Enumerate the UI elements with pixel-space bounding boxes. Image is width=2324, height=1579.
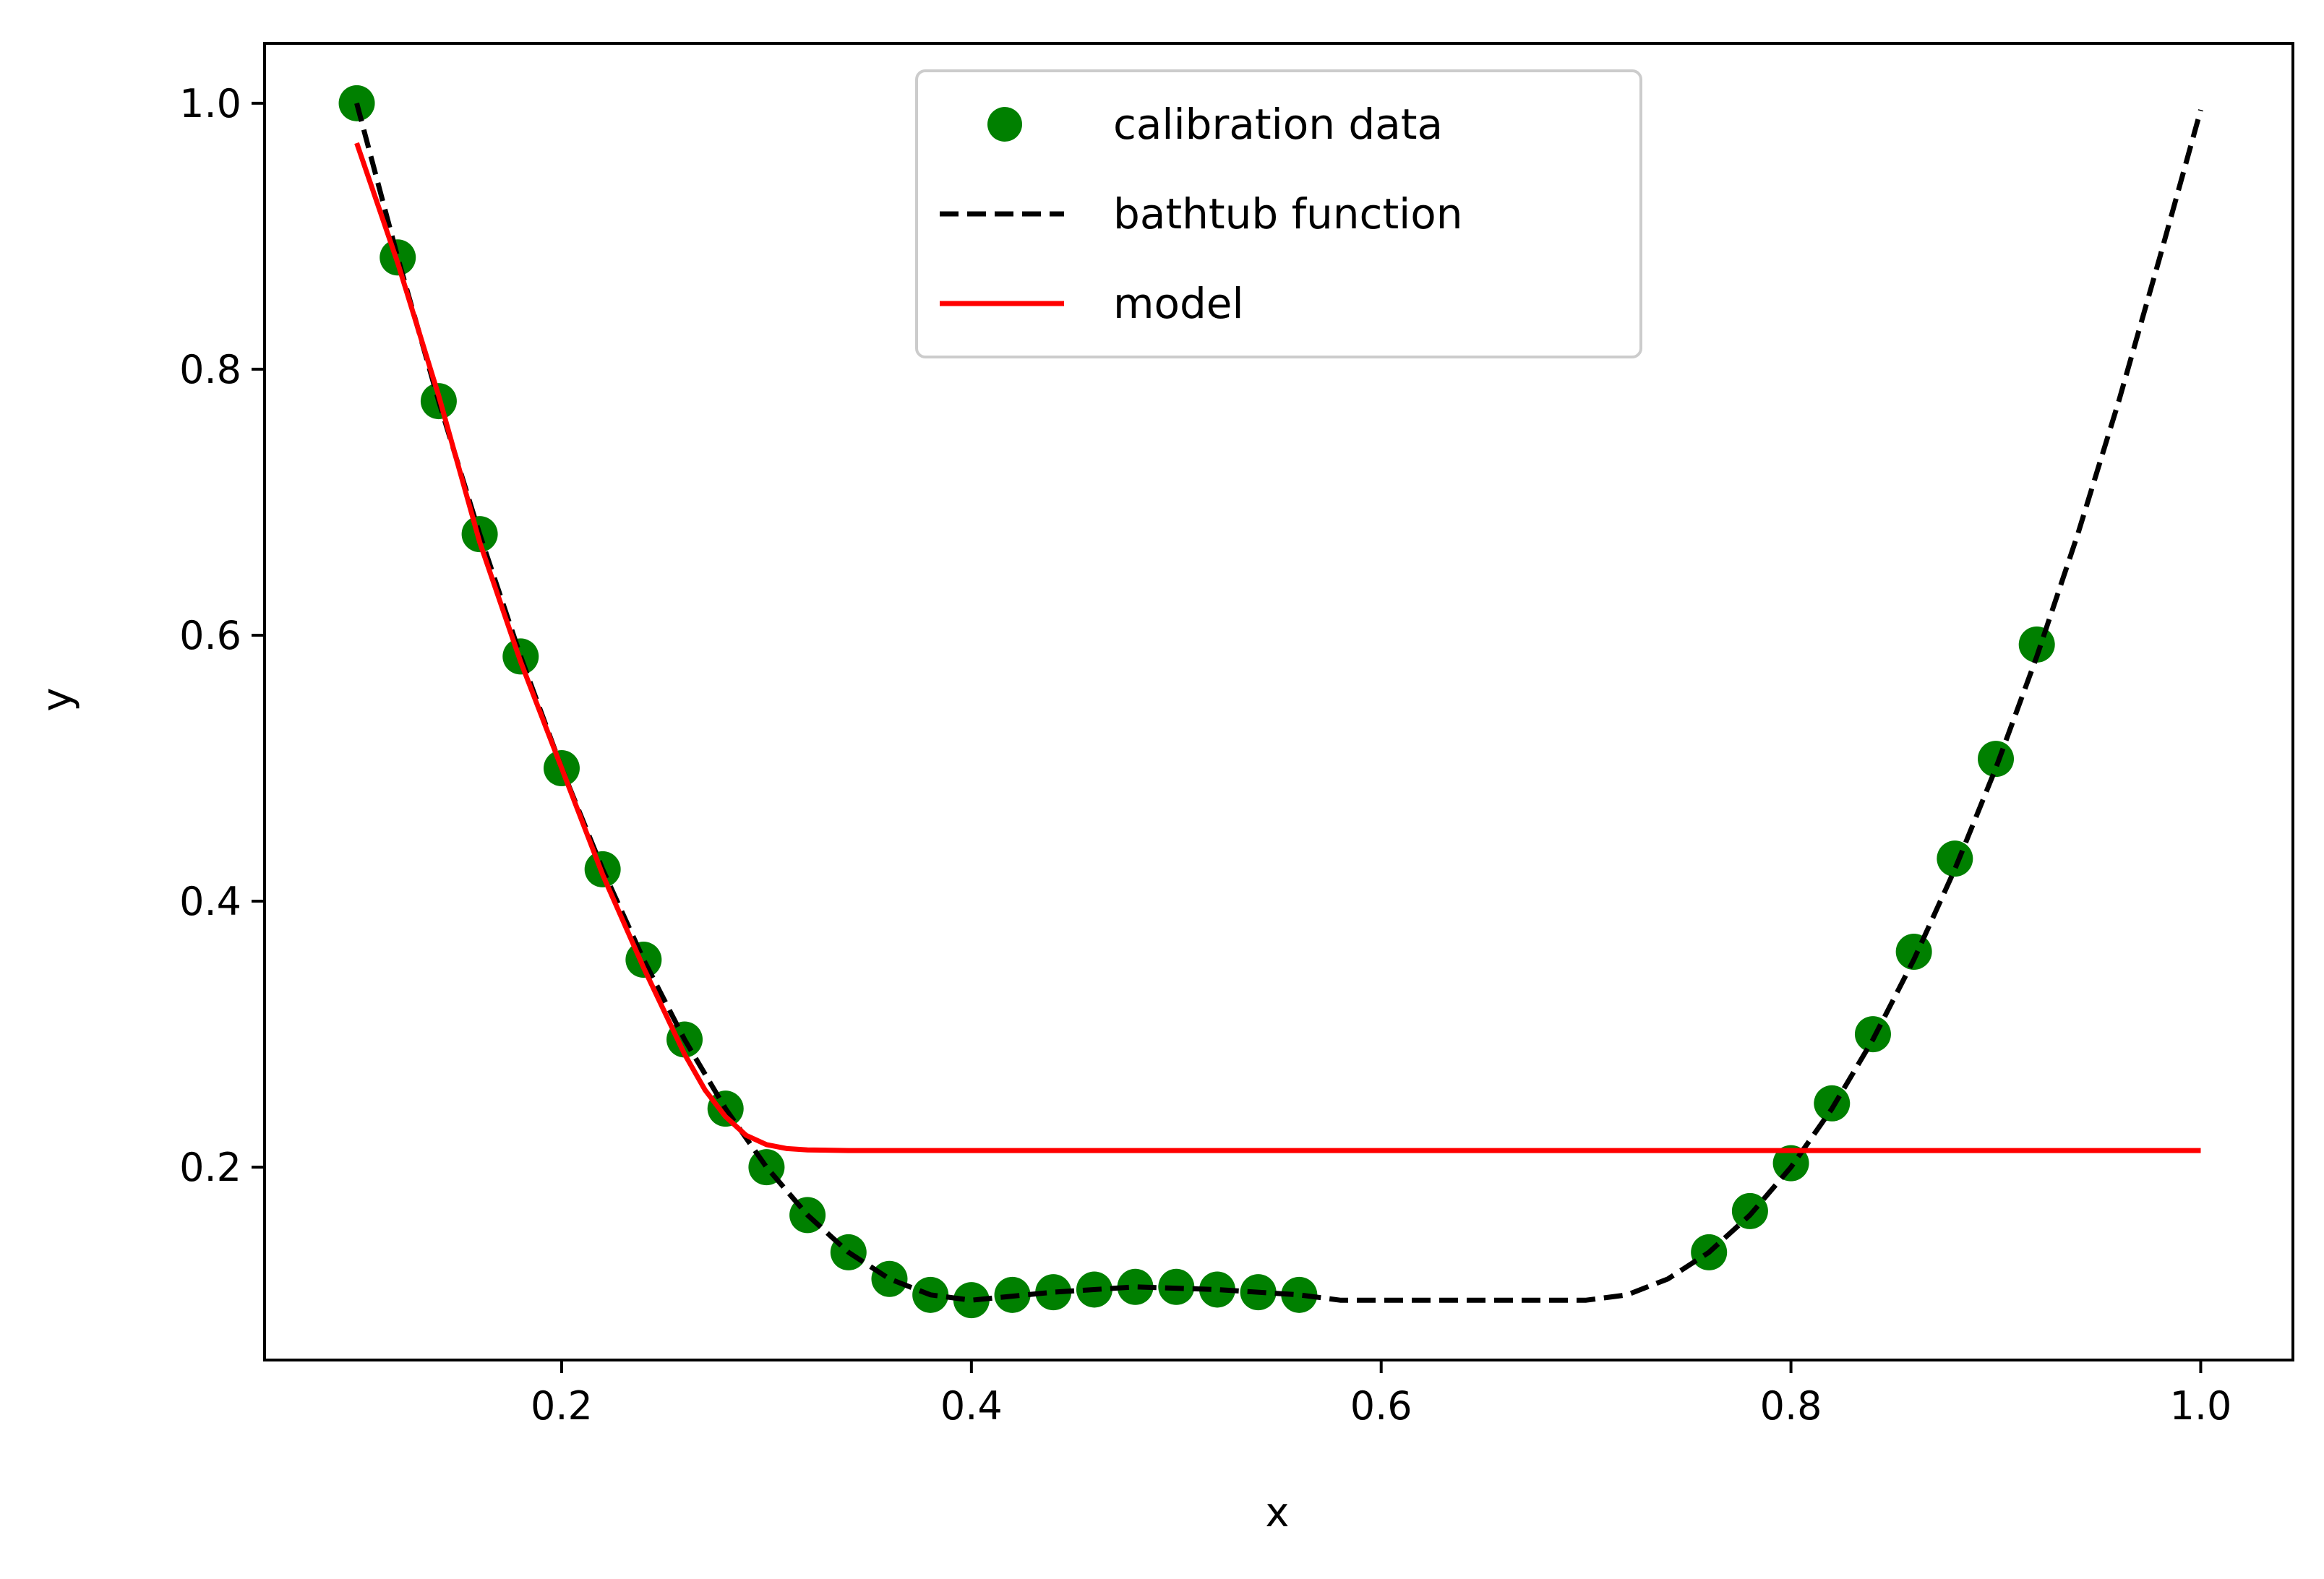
legend-box	[915, 69, 1642, 358]
x-tick-label: 0.4	[940, 1383, 1003, 1429]
calibration-data-point	[871, 1260, 908, 1297]
legend-label: calibration data	[1113, 100, 1443, 149]
calibration-data-point	[1199, 1271, 1235, 1308]
x-tick-label: 0.8	[1760, 1383, 1822, 1429]
x-tick-label: 1.0	[2170, 1383, 2232, 1429]
calibration-data-point	[953, 1282, 990, 1319]
calibration-data-point	[1731, 1192, 1768, 1229]
calibration-data-point	[1117, 1268, 1154, 1305]
legend-label: bathtub function	[1113, 189, 1463, 238]
y-tick-label: 1.0	[179, 81, 241, 126]
legend-label: model	[1113, 279, 1244, 328]
calibration-data-point	[1035, 1274, 1072, 1311]
model-line	[354, 142, 2201, 1153]
x-tick-label: 0.6	[1350, 1383, 1412, 1429]
y-tick-label: 0.2	[179, 1145, 241, 1190]
calibration-data-point	[1281, 1276, 1318, 1313]
calibration-data-point	[1814, 1085, 1851, 1122]
y-tick-label: 0.6	[179, 613, 241, 658]
legend-marker-scatter	[987, 107, 1022, 142]
x-tick-label: 0.2	[531, 1383, 593, 1429]
axes: 0.2 0.4 0.6 0.8 1.0 0.2 0.4 0.6 0.8 1.0	[179, 42, 2294, 1429]
axes-frame	[263, 42, 2294, 1361]
y-tick-label: 0.8	[179, 347, 241, 392]
calibration-data-point	[1978, 741, 2015, 778]
x-axis-label: x	[1265, 1489, 1289, 1536]
y-axis-label: y	[34, 687, 81, 711]
y-tick-label: 0.4	[179, 879, 241, 924]
plot-area	[338, 85, 2203, 1319]
legend: calibration data bathtub function model	[915, 69, 1642, 358]
calibration-data-point	[1937, 840, 1973, 877]
